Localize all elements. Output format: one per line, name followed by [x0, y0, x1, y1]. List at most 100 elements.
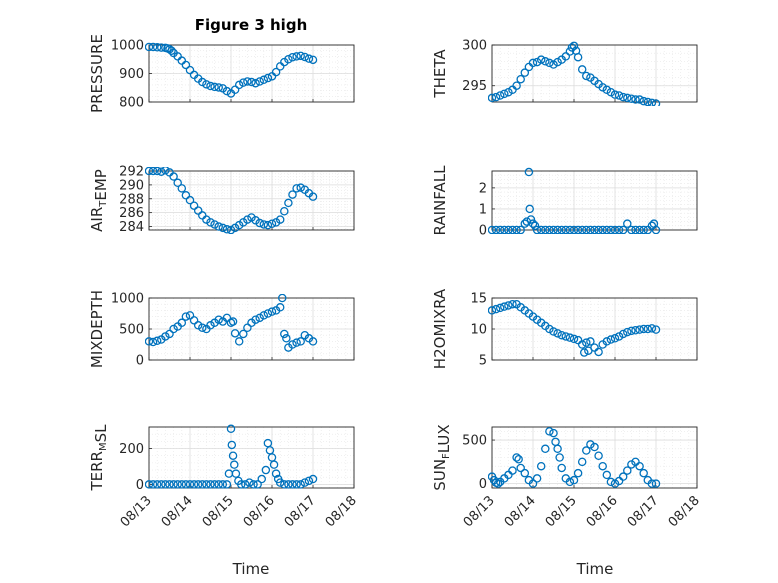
terr-msl-point: [173, 480, 182, 489]
mixdepth-point: [280, 329, 289, 339]
pressure-point: [148, 42, 158, 52]
theta-axes-frame: [491, 44, 698, 103]
theta-point: [565, 47, 575, 56]
air-temp-axes-frame: [148, 170, 355, 231]
subplot-h2omixra: 5 10 15 H2OMIXRA: [431, 288, 698, 369]
mixdepth-point: [222, 313, 232, 323]
theta-point: [573, 52, 583, 62]
figure-title: Figure 3 high: [195, 16, 308, 34]
theta-point: [504, 87, 513, 97]
pressure-y-axis-label-part: PRESSURE: [88, 34, 106, 113]
rainfall-point: [532, 225, 542, 234]
pressure-point: [185, 65, 195, 75]
h2omixra-ytick-label: 10: [470, 323, 487, 338]
terr-msl-point: [275, 478, 285, 487]
h2omixra-point: [594, 347, 603, 357]
rainfall-ytick-label: 2: [479, 181, 487, 196]
sun-flux-point: [553, 444, 562, 454]
terr-msl-point: [210, 480, 219, 489]
rainfall-point: [553, 225, 562, 234]
mixdepth-point: [198, 323, 207, 333]
terr-msl-series: [145, 424, 318, 489]
sun-flux-point: [623, 466, 632, 475]
pressure-point: [167, 46, 176, 55]
h2omixra-point: [580, 348, 589, 357]
rainfall-point: [635, 225, 644, 234]
air-temp-point: [173, 178, 182, 188]
theta-point: [631, 95, 640, 104]
h2omixra-point: [565, 333, 575, 342]
pressure-point: [251, 78, 260, 88]
air-temp-point: [181, 191, 191, 200]
terr-msl-point: [280, 480, 289, 489]
rainfall-point: [610, 225, 620, 234]
terr-msl-y-axis-label-part: M: [98, 442, 109, 451]
theta-point: [610, 90, 620, 99]
air-temp-point: [214, 222, 223, 231]
theta-point: [614, 91, 624, 100]
air-temp-point: [210, 220, 219, 229]
rainfall-point: [545, 225, 554, 234]
rainfall-point: [526, 215, 536, 224]
rainfall-point: [602, 225, 612, 234]
pressure-point: [292, 52, 301, 61]
theta-y-axis-label-part: THETA: [431, 49, 449, 99]
pressure-point: [308, 55, 318, 65]
terr-msl-point: [271, 469, 281, 478]
rainfall-point: [488, 225, 497, 234]
theta-point: [512, 81, 521, 90]
terr-msl-point: [202, 480, 211, 489]
terr-msl-point: [181, 480, 191, 489]
rainfall-point: [627, 225, 636, 234]
rainfall-point: [525, 204, 534, 214]
h2omixra-point: [618, 329, 628, 339]
h2omixra-point: [504, 301, 513, 310]
terr-msl-point: [161, 480, 170, 489]
pressure-point: [284, 55, 293, 64]
mixdepth-point: [278, 294, 287, 303]
mixdepth-point: [148, 337, 158, 347]
h2omixra-point: [647, 324, 657, 333]
air-temp-point: [280, 207, 289, 216]
theta-y-axis-label: THETA: [431, 49, 449, 99]
rainfall-point: [594, 225, 603, 234]
terr-msl-point: [152, 480, 162, 489]
terr-msl-point: [231, 469, 241, 478]
mixdepth-point: [145, 337, 154, 346]
terr-msl-point: [292, 480, 301, 489]
terr-msl-point: [177, 480, 187, 489]
pressure-point: [259, 75, 269, 85]
rainfall-point: [528, 219, 538, 228]
terr-msl-point: [245, 478, 254, 487]
mixdepth-point: [239, 329, 248, 339]
h2omixra-point: [569, 334, 579, 344]
sun-flux-point: [532, 474, 542, 483]
h2omixra-point: [577, 340, 587, 349]
air-temp-point: [296, 183, 305, 192]
mixdepth-point: [263, 309, 273, 318]
theta-point: [582, 71, 591, 81]
theta-point: [569, 41, 579, 51]
air-temp-point: [292, 184, 301, 193]
sun-flux-point: [602, 470, 612, 480]
h2omixra-point: [610, 334, 620, 343]
pressure-ytick-label: 900: [119, 67, 144, 82]
sun-flux-y-axis-label-part: LUX: [435, 424, 453, 453]
theta-point: [561, 52, 571, 61]
h2omixra-point: [586, 337, 595, 346]
mixdepth-point: [259, 311, 269, 320]
terr-msl-point: [296, 480, 305, 489]
terr-msl-point: [257, 474, 266, 484]
terr-msl-point: [236, 480, 246, 489]
terr-msl-point: [218, 480, 228, 489]
air-temp-point: [206, 218, 215, 227]
pressure-point: [239, 78, 248, 87]
air-temp-y-axis-label-part: AIR: [88, 207, 106, 232]
air-temp-point: [161, 167, 170, 175]
theta-point: [536, 55, 546, 64]
sun-flux-point: [536, 461, 546, 471]
h2omixra-point: [631, 325, 640, 335]
terr-msl-y-axis-label-part: TERR: [88, 451, 106, 492]
h2omixra-ytick-label: 5: [479, 354, 487, 369]
